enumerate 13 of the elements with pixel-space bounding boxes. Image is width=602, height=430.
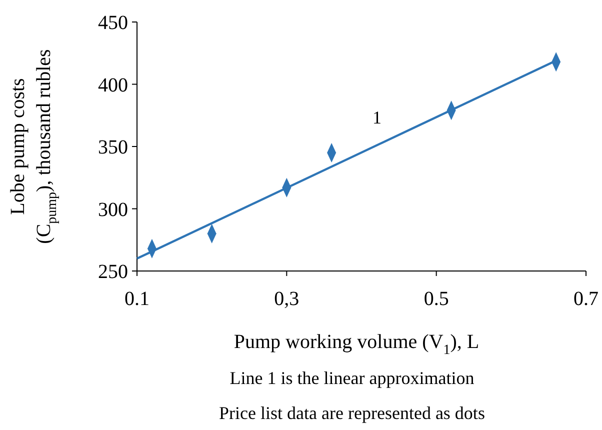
y-tick-label: 250 [98,261,128,283]
x-tick-label: 0.1 [124,288,150,310]
x-tick-label: 0.7 [574,288,598,310]
y-tick-label: 400 [98,74,128,96]
x-tick-label: 0,3 [274,288,300,310]
y-tick-label: 300 [98,198,128,221]
text: Line 1 is the linear approximation [230,368,474,388]
annotation: 1 [372,107,382,128]
y-tick-label: 350 [98,136,128,158]
x-axis-title: Pump working volume (V$_{1}$), L [234,331,480,358]
y-tick-label: 450 [98,12,128,34]
text: Price list data are represented as dots [219,403,485,423]
x-tick-label: 0.5 [424,288,449,310]
